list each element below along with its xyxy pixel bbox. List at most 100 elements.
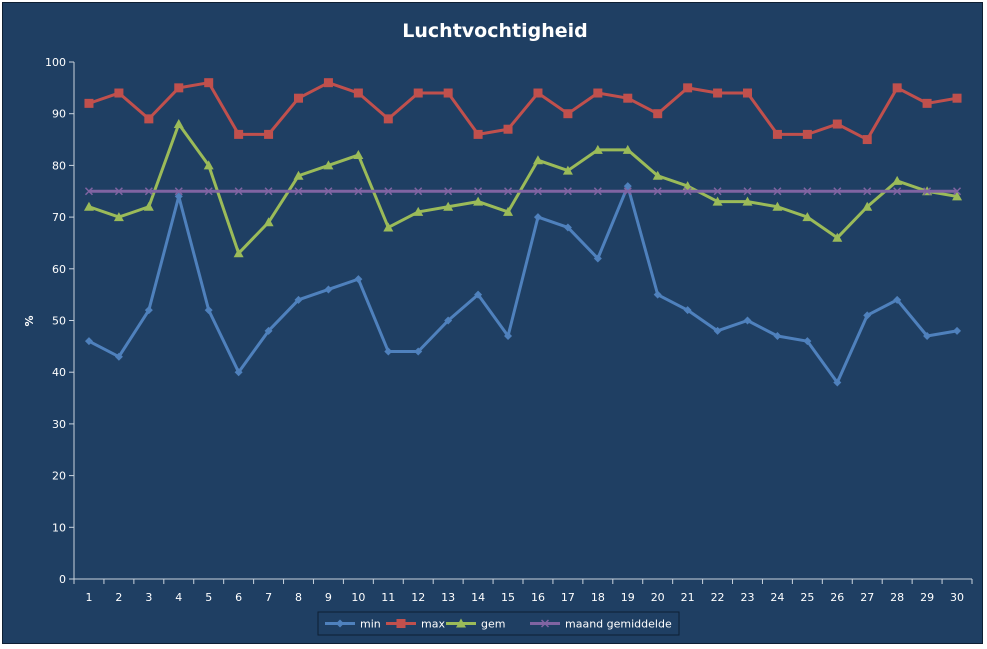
data-point-gem: [383, 222, 394, 232]
legend-label: maand gemiddelde: [565, 618, 672, 631]
y-tick-label: 50: [52, 315, 66, 328]
data-point-gem: [772, 201, 783, 211]
data-point-min: [773, 332, 782, 341]
legend-item-max: max: [386, 618, 445, 631]
legend-item-min: min: [325, 618, 381, 631]
y-tick-label: 80: [52, 159, 66, 172]
point-marker-stroke: [923, 187, 932, 196]
series-gem: [83, 119, 963, 258]
data-point-maand-gemiddelde: [653, 187, 662, 196]
x-tick-label: 23: [741, 591, 755, 604]
data-point-max: [832, 119, 842, 129]
data-point-min: [384, 347, 393, 356]
y-tick-label: 100: [45, 56, 66, 69]
data-point-max: [653, 109, 663, 119]
data-point-max: [683, 83, 693, 93]
data-point-maand-gemiddelde: [234, 187, 243, 196]
data-point-gem: [203, 160, 214, 170]
data-point-gem: [233, 248, 244, 258]
data-point-max: [503, 124, 513, 134]
point-marker-stroke: [234, 187, 243, 196]
series-line-min: [88, 184, 958, 385]
y-tick-label: 90: [52, 108, 66, 121]
data-point-gem: [293, 170, 304, 180]
point-marker-stroke: [893, 187, 902, 196]
point-marker-stroke: [144, 187, 153, 196]
x-tick-label: 17: [561, 591, 575, 604]
x-tick-label: 29: [920, 591, 934, 604]
data-point-min: [923, 332, 932, 341]
point-marker-stroke: [264, 187, 273, 196]
data-point-min: [234, 368, 243, 377]
data-point-gem: [712, 196, 723, 206]
data-point-maand-gemiddelde: [533, 187, 542, 196]
data-point-maand-gemiddelde: [923, 187, 932, 196]
data-point-gem: [443, 201, 454, 211]
point-marker-stroke: [623, 187, 632, 196]
data-point-max: [443, 88, 453, 98]
legend-label: min: [360, 618, 381, 631]
data-point-min: [803, 337, 812, 346]
data-point-maand-gemiddelde: [713, 187, 722, 196]
data-point-min: [623, 182, 632, 191]
point-marker-stroke: [743, 187, 752, 196]
data-point-maand-gemiddelde: [833, 187, 842, 196]
chart-title: Luchtvochtigheid: [402, 20, 587, 42]
x-tick-label: 18: [591, 591, 605, 604]
x-tick-label: 28: [890, 591, 904, 604]
data-point-max: [713, 88, 723, 98]
y-tick-label: 0: [59, 573, 66, 586]
data-point-max: [264, 129, 274, 139]
point-marker-stroke: [653, 187, 662, 196]
point-marker-stroke: [324, 187, 333, 196]
series-line-max: [88, 81, 958, 142]
data-point-maand-gemiddelde: [174, 187, 183, 196]
series-line-gem: [88, 122, 958, 255]
data-point-max: [473, 129, 483, 139]
data-point-min: [474, 290, 483, 299]
data-point-min: [563, 223, 572, 232]
legend: min max gem maand gemiddelde: [317, 611, 680, 636]
x-tick-label: 22: [711, 591, 725, 604]
data-point-min: [144, 306, 153, 315]
x-tick-label: 5: [205, 591, 212, 604]
x-tick-label: 21: [681, 591, 695, 604]
data-point-min: [713, 326, 722, 335]
point-marker-stroke: [563, 187, 572, 196]
data-point-max: [413, 88, 423, 98]
x-tick-label: 12: [411, 591, 425, 604]
data-point-gem: [592, 144, 603, 154]
data-point-gem: [473, 196, 484, 206]
data-point-gem: [143, 201, 154, 211]
x-tick-label: 3: [145, 591, 152, 604]
x-tick-label: 26: [830, 591, 844, 604]
data-point-gem: [532, 155, 543, 165]
point-marker-stroke: [833, 187, 842, 196]
data-point-maand-gemiddelde: [593, 187, 602, 196]
data-point-maand-gemiddelde: [474, 187, 483, 196]
series-maand-gemiddelde: [84, 187, 962, 196]
data-point-maand-gemiddelde: [803, 187, 812, 196]
x-tick-label: 4: [175, 591, 182, 604]
data-point-min: [294, 295, 303, 304]
data-point-min: [743, 316, 752, 325]
x-tick-label: 13: [441, 591, 455, 604]
data-point-maand-gemiddelde: [683, 187, 692, 196]
data-point-min: [833, 378, 842, 387]
data-point-max: [922, 98, 932, 108]
point-marker-stroke: [773, 187, 782, 196]
legend-item-maand-gemiddelde: maand gemiddelde: [530, 618, 672, 631]
data-point-maand-gemiddelde: [414, 187, 423, 196]
data-point-min: [683, 306, 692, 315]
data-point-maand-gemiddelde: [743, 187, 752, 196]
data-point-maand-gemiddelde: [953, 187, 962, 196]
point-marker-stroke: [474, 187, 483, 196]
data-point-maand-gemiddelde: [264, 187, 273, 196]
y-tick-label: 30: [52, 418, 66, 431]
data-point-max: [593, 88, 603, 98]
data-point-maand-gemiddelde: [384, 187, 393, 196]
x-tick-label: 11: [381, 591, 395, 604]
x-tick-label: 10: [351, 591, 365, 604]
data-point-maand-gemiddelde: [504, 187, 513, 196]
